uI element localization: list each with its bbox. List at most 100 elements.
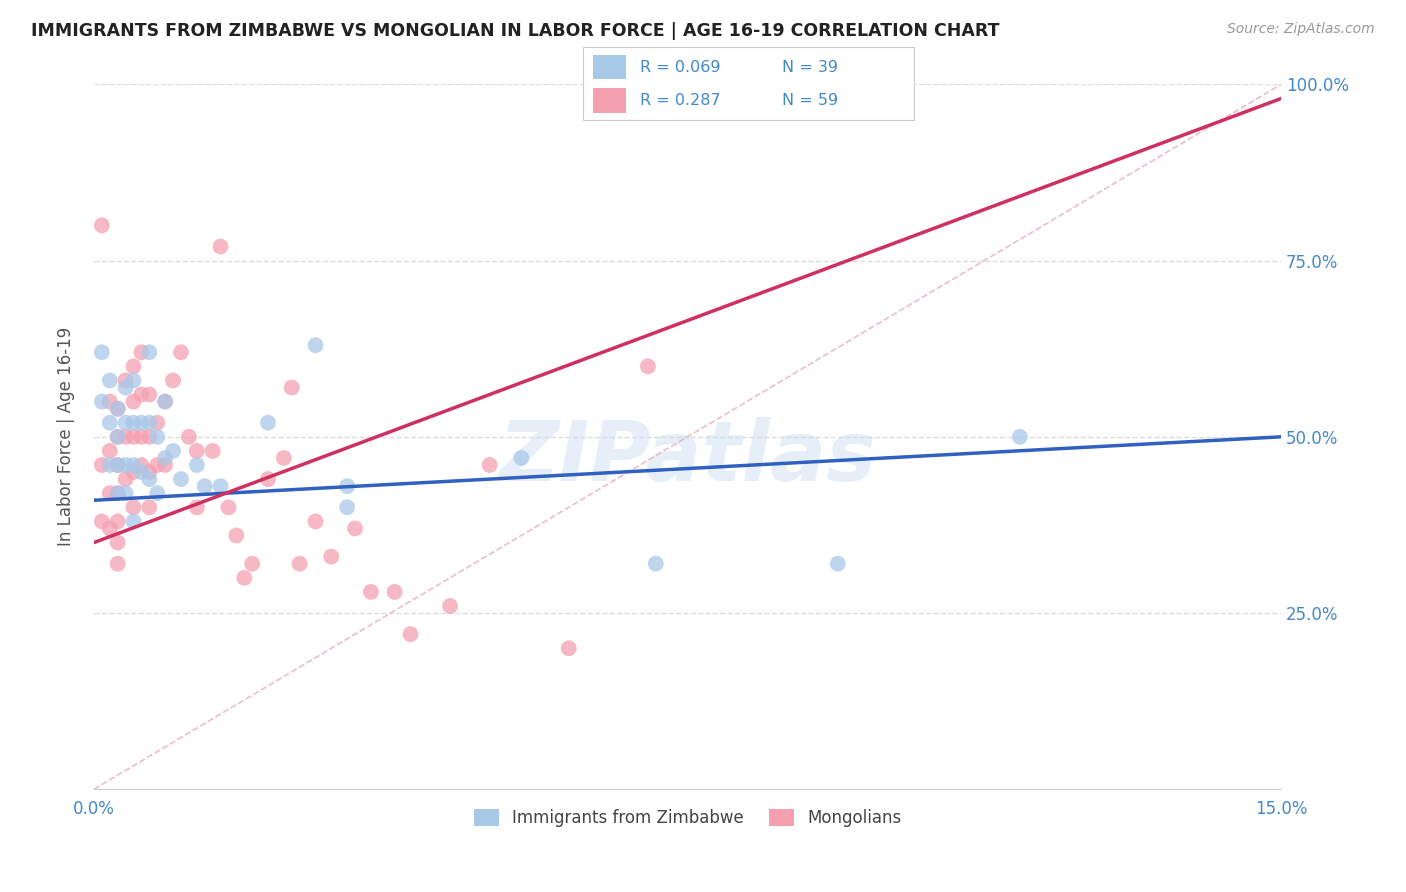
Point [90,458,112,472]
Point [114,458,136,472]
Point [177,430,200,444]
Text: IMMIGRANTS FROM ZIMBABWE VS MONGOLIAN IN LABOR FORCE | AGE 16-19 CORRELATION CHA: IMMIGRANTS FROM ZIMBABWE VS MONGOLIAN IN… [31,22,1000,40]
Point [478,458,501,472]
Point [90,345,112,359]
Point [138,345,160,359]
Point [107,430,129,444]
Point [439,599,461,613]
Point [107,486,129,500]
Point [186,500,208,515]
Point [336,500,359,515]
Text: R = 0.069: R = 0.069 [640,60,720,75]
Point [146,416,169,430]
Text: N = 39: N = 39 [782,60,838,75]
Text: R = 0.287: R = 0.287 [640,93,720,108]
Point [131,387,153,401]
Legend: Immigrants from Zimbabwe, Mongolians: Immigrants from Zimbabwe, Mongolians [467,802,908,834]
Point [131,430,153,444]
Point [107,535,129,549]
Point [114,416,136,430]
Point [138,465,160,479]
Point [114,486,136,500]
Point [288,557,311,571]
Point [122,374,145,388]
Point [321,549,343,564]
Y-axis label: In Labor Force | Age 16-19: In Labor Force | Age 16-19 [58,327,75,547]
Point [257,472,280,486]
Point [153,394,176,409]
Point [122,515,145,529]
Text: Source: ZipAtlas.com: Source: ZipAtlas.com [1227,22,1375,37]
Point [273,450,295,465]
Point [146,458,169,472]
Point [637,359,659,374]
Point [344,521,367,535]
Point [122,458,145,472]
Point [90,394,112,409]
Point [153,450,176,465]
Point [336,479,359,493]
Point [131,345,153,359]
Point [114,374,136,388]
Point [90,515,112,529]
Point [107,401,129,416]
Point [107,557,129,571]
Point [1008,430,1031,444]
Point [186,458,208,472]
Point [384,585,406,599]
Point [138,387,160,401]
FancyBboxPatch shape [593,88,627,113]
Point [98,416,121,430]
Point [281,380,304,394]
Point [138,500,160,515]
Point [114,430,136,444]
Point [107,458,129,472]
FancyBboxPatch shape [593,54,627,79]
Point [225,528,247,542]
Point [107,458,129,472]
Point [399,627,422,641]
Point [146,430,169,444]
Point [122,359,145,374]
Point [162,444,184,458]
Point [122,416,145,430]
Point [131,416,153,430]
Point [107,515,129,529]
Point [194,479,217,493]
Point [131,458,153,472]
Text: ZIPatlas: ZIPatlas [499,417,876,499]
Point [644,557,666,571]
Point [209,239,232,253]
Point [138,472,160,486]
Point [138,416,160,430]
Point [304,338,326,352]
Point [360,585,382,599]
Point [98,444,121,458]
Point [107,401,129,416]
Point [107,486,129,500]
Text: N = 59: N = 59 [782,93,838,108]
Point [510,450,533,465]
Point [827,557,849,571]
Point [170,345,193,359]
Point [558,641,581,656]
Point [170,472,193,486]
Point [217,500,239,515]
Point [98,394,121,409]
Point [146,486,169,500]
Point [153,394,176,409]
Point [98,521,121,535]
Point [114,472,136,486]
Point [162,374,184,388]
Point [107,430,129,444]
Point [98,374,121,388]
Point [98,458,121,472]
Point [257,416,280,430]
Point [209,479,232,493]
Point [304,515,326,529]
Point [131,465,153,479]
Point [114,380,136,394]
Point [240,557,263,571]
Point [233,571,256,585]
Point [201,444,224,458]
